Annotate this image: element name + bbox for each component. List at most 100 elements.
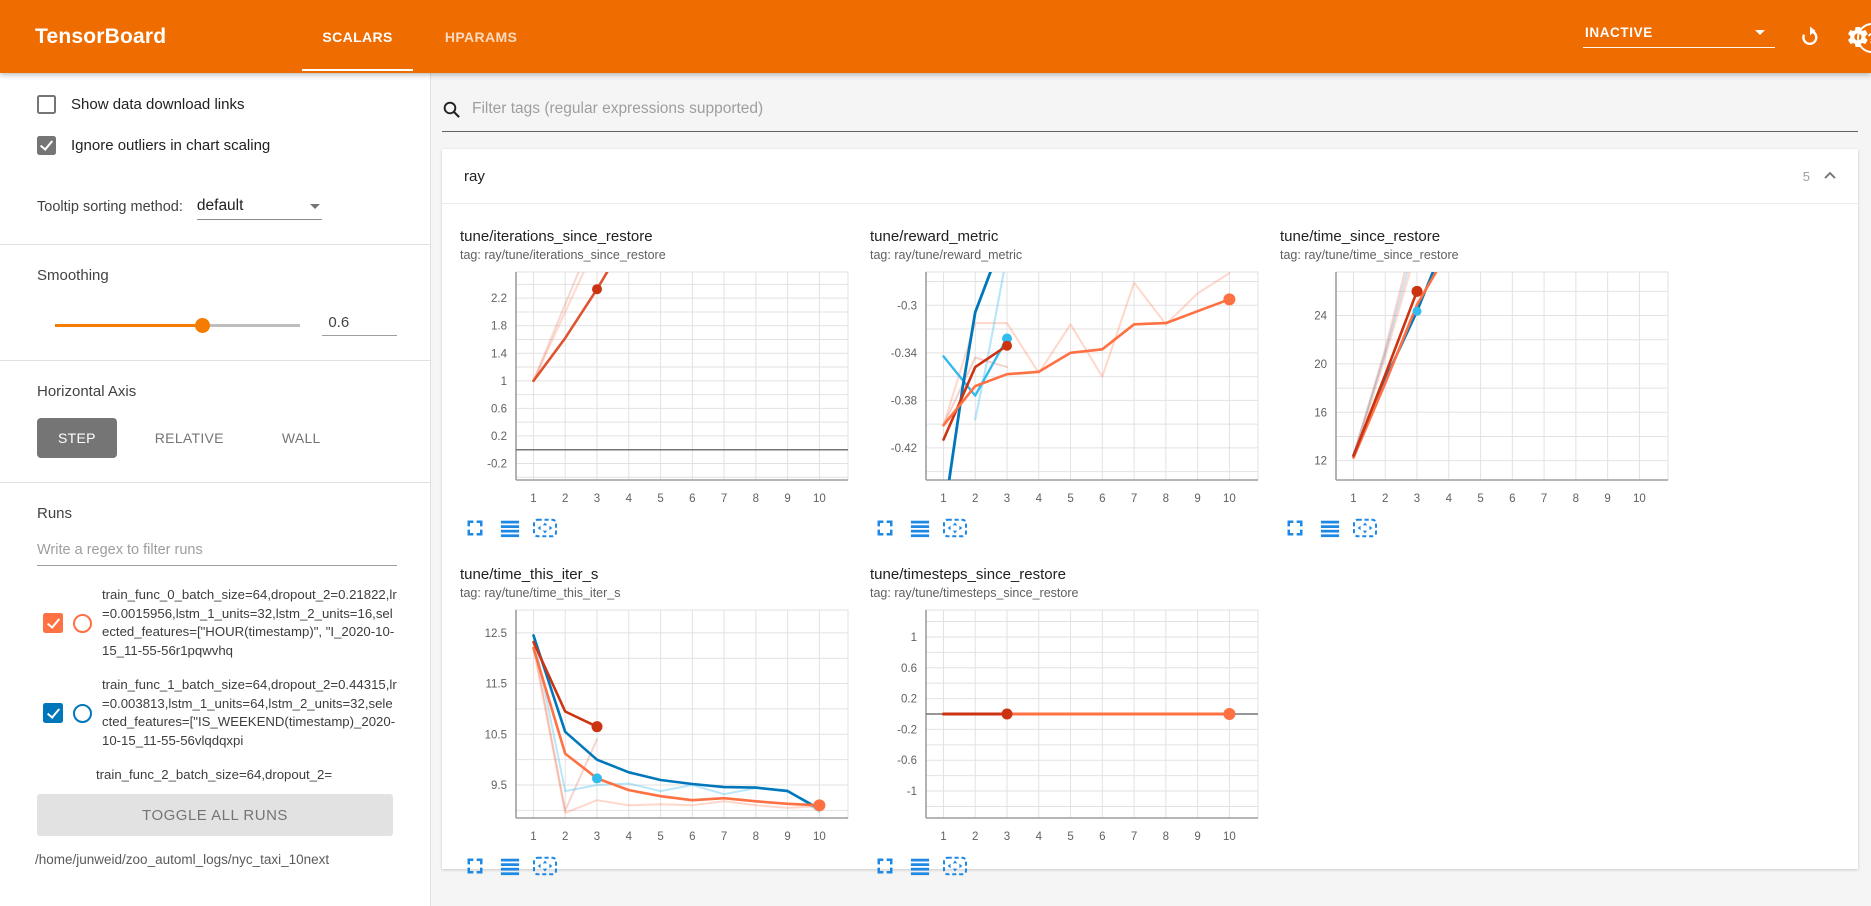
show-data-download-links-checkbox[interactable]: Show data download links [37, 95, 397, 114]
svg-text:3: 3 [1004, 493, 1010, 505]
svg-text:-0.34: -0.34 [891, 348, 918, 360]
chart-card: tune/time_since_restore tag: ray/tune/tim… [1276, 228, 1686, 540]
svg-text:-0.3: -0.3 [897, 300, 917, 312]
svg-text:1: 1 [940, 831, 946, 843]
svg-text:5: 5 [1477, 493, 1483, 505]
toggle-all-runs-button[interactable]: TOGGLE ALL RUNS [37, 794, 393, 836]
chevron-down-icon [309, 203, 320, 209]
chart-toolbar [866, 516, 1276, 540]
chart-toolbar [866, 854, 1276, 878]
run-selector-icon[interactable] [1317, 516, 1343, 540]
divider [0, 482, 430, 483]
chart-plot[interactable]: -0.42 -0.38 -0.34 -0.3 1 2 3 4 5 6 7 8 9 10 [866, 266, 1266, 514]
chart-plot[interactable]: -0.2 0.2 0.6 1 1.4 1.8 2.2 1 2 3 4 5 6 7 8 9 10 [456, 266, 856, 514]
svg-text:2: 2 [562, 493, 568, 505]
app-logo: TensorBoard [35, 24, 167, 48]
fit-domain-icon[interactable] [942, 854, 968, 878]
slider-fill [55, 324, 203, 327]
run-checkbox[interactable] [43, 613, 63, 633]
runs-filter-input[interactable] [37, 538, 397, 566]
chart-card: tune/time_this_iter_s tag: ray/tune/time_… [456, 566, 866, 878]
svg-text:1: 1 [940, 493, 946, 505]
svg-text:3: 3 [594, 493, 600, 505]
horizontal-axis-label: Horizontal Axis [37, 383, 137, 400]
svg-text:2: 2 [562, 831, 568, 843]
ignore-outliers-checkbox[interactable]: Ignore outliers in chart scaling [37, 136, 397, 155]
smoothing-slider[interactable] [55, 317, 301, 333]
svg-text:6: 6 [1509, 493, 1515, 505]
axis-relative-button[interactable]: RELATIVE [154, 430, 224, 446]
run-solo-radio[interactable] [73, 703, 92, 723]
svg-text:8: 8 [1163, 831, 1169, 843]
chart-plot[interactable]: -1 -0.6 -0.2 0.2 0.6 1 1 2 3 4 5 6 7 8 9 10 [866, 604, 1266, 852]
svg-text:11.5: 11.5 [485, 679, 507, 691]
checkbox-label: Show data download links [71, 96, 245, 113]
svg-text:12.5: 12.5 [485, 628, 507, 640]
expand-icon[interactable] [872, 516, 898, 540]
smoothing-value-input[interactable]: 0.6 [322, 314, 397, 336]
svg-text:10: 10 [1633, 493, 1646, 505]
expand-icon[interactable] [462, 854, 488, 878]
tag-group-card: ray 5 tune/iterations_since_restore tag: … [442, 149, 1858, 876]
svg-text:6: 6 [689, 493, 695, 505]
chevron-up-icon[interactable] [1820, 166, 1840, 186]
checkbox-label: Ignore outliers in chart scaling [71, 137, 271, 154]
svg-text:-0.2: -0.2 [487, 458, 507, 470]
run-selector-icon[interactable] [907, 516, 933, 540]
run-name: train_func_1_batch_size=64,dropout_2=0.4… [102, 677, 397, 748]
fit-domain-icon[interactable] [942, 516, 968, 540]
divider [0, 360, 430, 361]
chart-title: tune/iterations_since_restore [460, 228, 653, 245]
svg-text:7: 7 [1131, 831, 1137, 843]
run-selector-icon[interactable] [497, 516, 523, 540]
tag-group-title: ray [464, 167, 485, 185]
smoothing-label: Smoothing [37, 267, 109, 284]
refresh-icon[interactable] [1797, 24, 1823, 50]
svg-text:2: 2 [972, 831, 978, 843]
svg-text:9: 9 [1194, 831, 1200, 843]
svg-text:8: 8 [1163, 493, 1169, 505]
chart-title: tune/time_since_restore [1280, 228, 1441, 245]
svg-text:6: 6 [1099, 831, 1105, 843]
svg-text:8: 8 [1573, 493, 1579, 505]
chart-tag: tag: ray/tune/time_this_iter_s [460, 586, 621, 600]
chart-plot[interactable]: 9.5 10.5 11.5 12.5 1 2 3 4 5 6 7 8 9 10 [456, 604, 856, 852]
tab-scalars[interactable]: SCALARS [296, 0, 418, 73]
fit-domain-icon[interactable] [532, 854, 558, 878]
header-tabs: SCALARS HPARAMS [296, 0, 543, 73]
run-selector-icon[interactable] [497, 854, 523, 878]
tab-hparams[interactable]: HPARAMS [444, 28, 518, 45]
svg-text:3: 3 [594, 831, 600, 843]
status-dropdown[interactable]: INACTIVE [1583, 25, 1775, 48]
axis-step-button[interactable]: STEP [37, 418, 117, 458]
svg-text:5: 5 [1067, 831, 1073, 843]
chart-title: tune/time_this_iter_s [460, 566, 599, 583]
tooltip-sorting-dropdown[interactable]: default [196, 197, 322, 220]
svg-text:10.5: 10.5 [485, 729, 507, 741]
expand-icon[interactable] [1282, 516, 1308, 540]
fit-domain-icon[interactable] [532, 516, 558, 540]
run-name: train_func_0_batch_size=64,dropout_2=0.2… [102, 587, 397, 658]
chart-tag: tag: ray/tune/iterations_since_restore [460, 248, 666, 262]
run-solo-radio[interactable] [73, 613, 92, 633]
settings-sidebar: Show data download links Ignore outliers… [0, 73, 431, 906]
axis-wall-button[interactable]: WALL [281, 430, 321, 446]
svg-text:5: 5 [657, 831, 663, 843]
svg-text:5: 5 [1067, 493, 1073, 505]
svg-text:3: 3 [1004, 831, 1010, 843]
svg-text:7: 7 [721, 831, 727, 843]
svg-text:-0.2: -0.2 [897, 724, 917, 736]
expand-icon[interactable] [872, 854, 898, 878]
tag-filter-input[interactable] [470, 99, 1749, 119]
run-selector-icon[interactable] [907, 854, 933, 878]
tag-group-header[interactable]: ray 5 [442, 149, 1858, 204]
svg-text:9: 9 [784, 831, 790, 843]
fit-domain-icon[interactable] [1352, 516, 1378, 540]
chart-toolbar [1276, 516, 1686, 540]
slider-thumb[interactable] [195, 318, 211, 333]
run-checkbox[interactable] [43, 703, 63, 723]
expand-icon[interactable] [462, 516, 488, 540]
svg-text:1.8: 1.8 [491, 321, 507, 333]
svg-text:4: 4 [1446, 493, 1453, 505]
